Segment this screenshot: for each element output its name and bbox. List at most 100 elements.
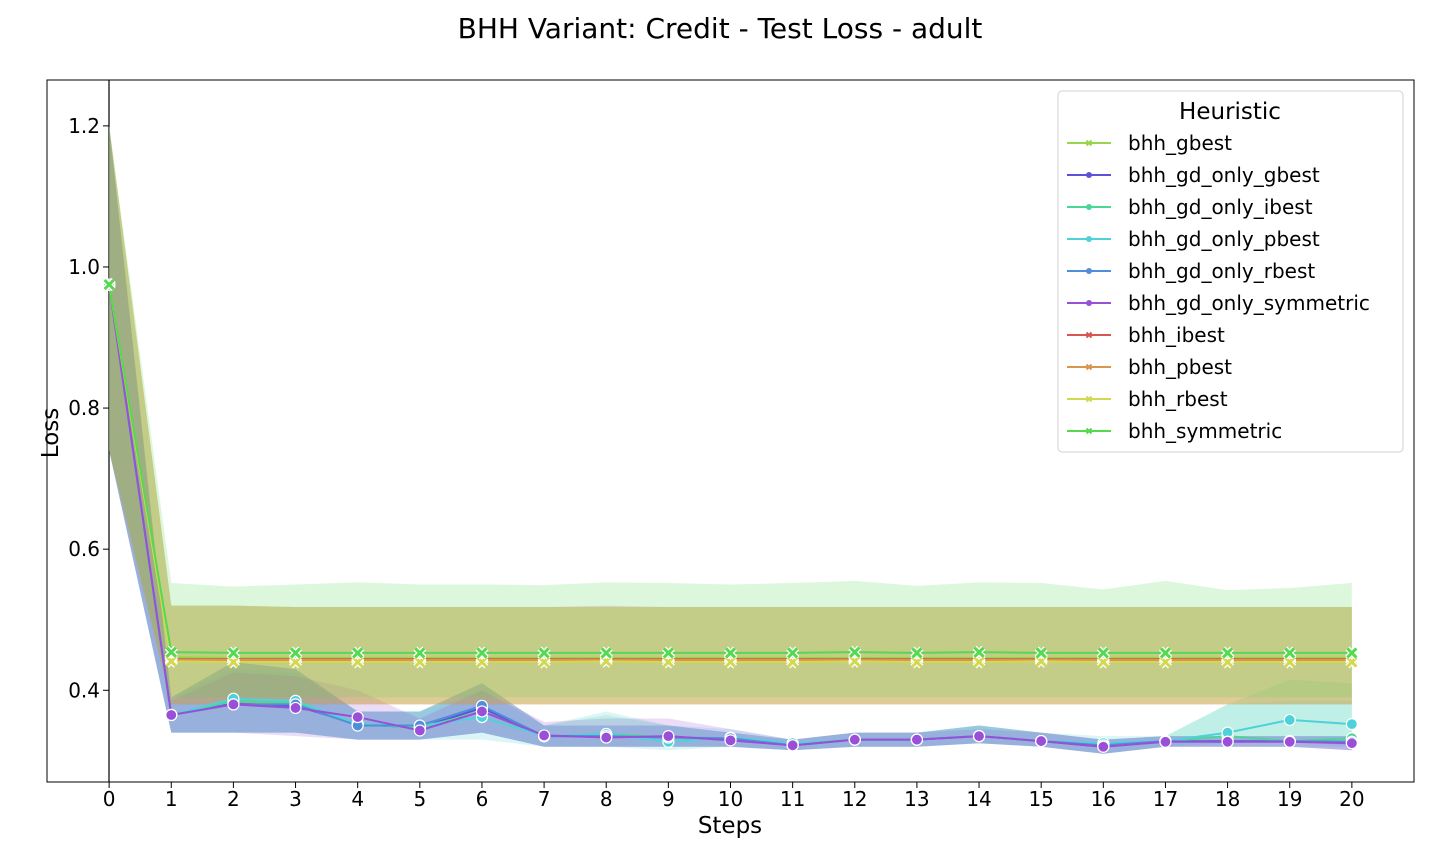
legend-label-bhh-symmetric: bhh_symmetric xyxy=(1128,419,1282,443)
y-axis-ticks: 0.4 0.6 0.8 1.0 1.2 xyxy=(68,114,109,702)
y-tick-label: 1.0 xyxy=(68,255,100,279)
chart-title: BHH Variant: Credit - Test Loss - adult xyxy=(458,12,983,45)
x-tick-label: 4 xyxy=(351,787,364,811)
legend-marker-bhh-symmetric xyxy=(1085,427,1093,435)
point-bhh-gd-only-symmetric xyxy=(413,724,426,737)
legend-items: bhh_gbest bhh_gd_only_gbest bhh_gd_only_ib… xyxy=(1067,131,1370,443)
x-tick-label: 1 xyxy=(165,787,178,811)
point-bhh-gd-only-symmetric xyxy=(1035,734,1048,748)
band-bhh-ibest xyxy=(109,125,1352,705)
legend-label-bhh-gd-only-pbest: bhh_gd_only_pbest xyxy=(1128,227,1320,251)
x-axis-ticks: 0 1 2 3 4 5 6 7 8 9 10 11 12 13 14 15 16 17 18 19 20 xyxy=(103,782,1365,811)
band-bhh-gd-only-gbest xyxy=(109,125,1352,754)
x-tick-label: 11 xyxy=(780,787,805,811)
point-bhh-gd-only-symmetric xyxy=(475,705,489,718)
series-markers xyxy=(102,278,1359,753)
point-bhh-rbest xyxy=(227,656,239,668)
y-tick-label: 0.4 xyxy=(68,678,100,702)
x-tick-label: 9 xyxy=(662,787,675,811)
x-tick-label: 18 xyxy=(1215,787,1240,811)
point-bhh-gd-only-symmetric xyxy=(1283,735,1296,748)
x-tick-label: 20 xyxy=(1339,787,1364,811)
point-bhh-rbest xyxy=(1284,656,1296,668)
point-bhh-rbest xyxy=(1097,656,1109,668)
x-tick-label: 3 xyxy=(289,787,302,811)
band-bhh-gd-only-pbest xyxy=(109,125,1352,754)
point-bhh-symmetric xyxy=(600,647,612,659)
x-tick-label: 10 xyxy=(718,787,743,811)
x-tick-label: 14 xyxy=(966,787,991,811)
point-bhh-gd-only-symmetric xyxy=(227,698,240,711)
legend-label-bhh-gd-only-ibest: bhh_gd_only_ibest xyxy=(1128,195,1313,219)
legend-marker-bhh-gd-only-gbest xyxy=(1086,172,1092,178)
point-bhh-symmetric xyxy=(1222,647,1234,659)
point-bhh-gd-only-pbest xyxy=(1345,718,1358,731)
legend-marker-bhh-ibest xyxy=(1085,331,1093,339)
point-bhh-symmetric xyxy=(165,646,177,658)
point-bhh-gd-only-pbest xyxy=(1283,713,1296,727)
point-bhh-symmetric xyxy=(1284,647,1296,659)
point-bhh-gd-only-symmetric xyxy=(910,733,924,746)
legend-marker-bhh-rbest xyxy=(1085,395,1093,403)
legend-label-bhh-rbest: bhh_rbest xyxy=(1128,387,1228,411)
point-bhh-rbest xyxy=(911,656,923,668)
point-bhh-symmetric xyxy=(538,647,550,659)
point-bhh-rbest xyxy=(973,656,985,668)
point-bhh-gd-only-symmetric xyxy=(537,729,551,742)
point-bhh-symmetric xyxy=(973,646,985,658)
point-bhh-rbest xyxy=(476,656,488,668)
point-bhh-symmetric xyxy=(103,279,115,291)
legend-label-bhh-gd-only-symmetric: bhh_gd_only_symmetric xyxy=(1128,291,1370,315)
x-axis-label: Steps xyxy=(698,813,762,839)
legend-label-bhh-gbest: bhh_gbest xyxy=(1128,131,1232,155)
point-bhh-symmetric xyxy=(787,647,799,659)
point-bhh-gd-only-symmetric xyxy=(972,730,986,743)
legend-marker-bhh-gd-only-ibest xyxy=(1086,204,1092,210)
x-tick-label: 15 xyxy=(1028,787,1053,811)
point-bhh-symmetric xyxy=(1035,647,1047,659)
point-bhh-symmetric xyxy=(662,647,674,659)
point-bhh-gd-only-symmetric xyxy=(351,710,364,724)
x-tick-label: 17 xyxy=(1153,787,1178,811)
legend-label-bhh-gd-only-rbest: bhh_gd_only_rbest xyxy=(1128,259,1315,283)
point-bhh-symmetric xyxy=(724,647,737,659)
point-bhh-rbest xyxy=(662,656,674,668)
point-bhh-rbest xyxy=(352,656,364,668)
point-bhh-symmetric xyxy=(476,647,488,659)
point-bhh-rbest xyxy=(849,655,861,667)
legend-marker-bhh-gd-only-pbest xyxy=(1086,236,1092,242)
point-bhh-rbest xyxy=(1222,656,1234,668)
point-bhh-symmetric xyxy=(1159,647,1172,659)
band-bhh-symmetric xyxy=(109,125,1352,698)
point-bhh-gd-only-symmetric xyxy=(165,708,178,722)
x-tick-label: 5 xyxy=(413,787,426,811)
band-bhh-gd-only-rbest xyxy=(109,125,1352,754)
x-tick-label: 19 xyxy=(1277,787,1302,811)
point-bhh-symmetric xyxy=(352,647,364,659)
band-bhh-pbest xyxy=(109,125,1352,705)
point-bhh-symmetric xyxy=(911,647,923,659)
point-bhh-rbest xyxy=(165,655,177,667)
point-bhh-rbest xyxy=(538,656,550,668)
legend-label-bhh-ibest: bhh_ibest xyxy=(1128,323,1225,347)
x-tick-label: 8 xyxy=(600,787,613,811)
x-tick-label: 12 xyxy=(842,787,867,811)
x-tick-label: 6 xyxy=(476,787,489,811)
legend-label-bhh-gd-only-gbest: bhh_gd_only_gbest xyxy=(1128,163,1320,187)
legend-marker-bhh-gd-only-symmetric xyxy=(1086,300,1092,306)
x-tick-label: 2 xyxy=(227,787,240,811)
point-bhh-gd-only-symmetric xyxy=(724,734,737,747)
point-bhh-rbest xyxy=(1346,656,1358,668)
band-bhh-rbest xyxy=(109,125,1352,705)
point-bhh-symmetric xyxy=(414,647,426,659)
confidence-bands xyxy=(109,125,1352,754)
band-bhh-gd-only-symmetric xyxy=(109,125,1352,754)
point-bhh-gd-only-symmetric xyxy=(786,739,799,752)
legend-marker-bhh-gd-only-rbest xyxy=(1086,268,1092,274)
y-tick-label: 1.2 xyxy=(68,114,100,138)
y-axis-label: Loss xyxy=(38,408,64,458)
y-tick-label: 0.8 xyxy=(68,396,100,420)
point-bhh-gd-only-symmetric xyxy=(1159,735,1172,748)
legend-title: Heuristic xyxy=(1179,99,1281,125)
